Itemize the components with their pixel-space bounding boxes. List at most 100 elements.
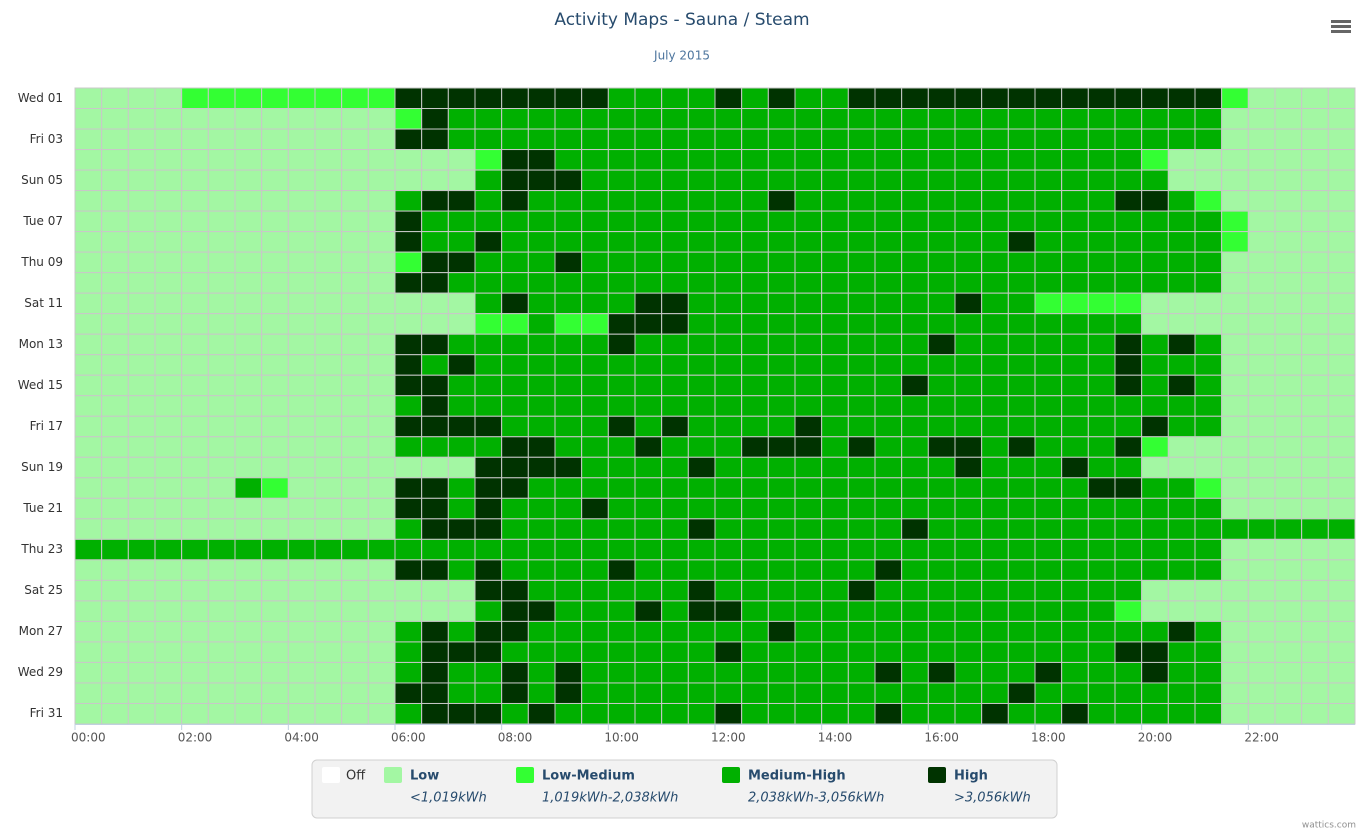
- cell: [367, 313, 396, 335]
- cell: [367, 210, 396, 233]
- cell: [1274, 354, 1303, 376]
- cell: [767, 477, 796, 499]
- cell: [874, 251, 903, 274]
- cell: [1087, 538, 1116, 561]
- cell: [287, 620, 316, 643]
- cell: [981, 251, 1009, 274]
- cell: [714, 682, 743, 704]
- cell: [1221, 149, 1249, 171]
- cell: [1141, 333, 1169, 356]
- cell: [981, 518, 1009, 540]
- cell: [1087, 87, 1116, 110]
- cell: [287, 456, 316, 479]
- cell: [1087, 436, 1116, 458]
- cell: [821, 620, 849, 643]
- cell: [554, 354, 583, 376]
- cell: [101, 128, 129, 151]
- cell: [181, 231, 209, 253]
- cell: [1274, 518, 1303, 540]
- x-tick-label: 04:00: [284, 731, 319, 745]
- cell: [234, 538, 263, 561]
- cell: [154, 456, 183, 479]
- cell: [127, 128, 156, 151]
- cell: [554, 231, 583, 253]
- cell: [687, 661, 716, 684]
- cell: [101, 190, 129, 212]
- cell: [954, 682, 983, 704]
- cell: [287, 661, 316, 684]
- cell: [927, 313, 956, 335]
- cell: [1087, 661, 1116, 684]
- y-tick-label: Mon 13: [19, 337, 63, 351]
- cell: [874, 600, 903, 622]
- cell: [847, 456, 876, 479]
- cell: [1007, 231, 1036, 253]
- cell: [821, 354, 849, 376]
- cell: [154, 497, 183, 520]
- cell: [127, 210, 156, 233]
- cell: [501, 620, 529, 643]
- cell: [341, 395, 369, 417]
- cell: [1274, 272, 1303, 294]
- cell: [1141, 354, 1169, 376]
- cell: [1167, 190, 1196, 212]
- cell: [661, 702, 689, 725]
- cell: [154, 415, 183, 438]
- cell: [367, 374, 396, 397]
- cell: [554, 374, 583, 397]
- x-tick-label: 22:00: [1244, 731, 1279, 745]
- cell: [1301, 477, 1329, 499]
- cell: [1007, 477, 1036, 499]
- cell: [314, 456, 343, 479]
- cell: [1274, 313, 1303, 335]
- cell: [634, 497, 663, 520]
- cell: [607, 579, 636, 602]
- cell: [607, 374, 636, 397]
- menu-button[interactable]: [1326, 14, 1356, 38]
- cell: [687, 313, 716, 335]
- cell: [767, 702, 796, 725]
- cell: [1327, 620, 1356, 643]
- cell: [421, 456, 449, 479]
- cell: [1087, 415, 1116, 438]
- cell: [207, 313, 236, 335]
- cell: [741, 190, 769, 212]
- cell: [501, 190, 529, 212]
- cell: [714, 600, 743, 622]
- cell: [954, 292, 983, 315]
- cell: [554, 333, 583, 356]
- cell: [1141, 620, 1169, 643]
- cell: [687, 374, 716, 397]
- cell: [1167, 456, 1196, 479]
- cell: [607, 108, 636, 130]
- cell: [1301, 395, 1329, 417]
- cell: [501, 292, 529, 315]
- cell: [981, 559, 1009, 581]
- cell: [101, 292, 129, 315]
- cell: [501, 702, 529, 725]
- cell: [767, 313, 796, 335]
- cell: [874, 415, 903, 438]
- cell: [1034, 333, 1063, 356]
- cell: [234, 477, 263, 499]
- cell: [1141, 456, 1169, 479]
- y-tick-label: Wed 29: [18, 665, 63, 679]
- cell: [1327, 538, 1356, 561]
- cell: [901, 292, 929, 315]
- cell: [1167, 579, 1196, 602]
- cell: [1087, 641, 1116, 663]
- cell: [234, 395, 263, 417]
- cell: [1194, 251, 1223, 274]
- cell: [1087, 272, 1116, 294]
- cell: [367, 641, 396, 663]
- cell: [714, 292, 743, 315]
- cell: [661, 333, 689, 356]
- cell: [927, 682, 956, 704]
- cell: [421, 231, 449, 253]
- cell: [1301, 415, 1329, 438]
- cell: [447, 251, 476, 274]
- cell: [287, 231, 316, 253]
- cell: [927, 395, 956, 417]
- cell: [74, 210, 103, 233]
- cell: [1167, 128, 1196, 151]
